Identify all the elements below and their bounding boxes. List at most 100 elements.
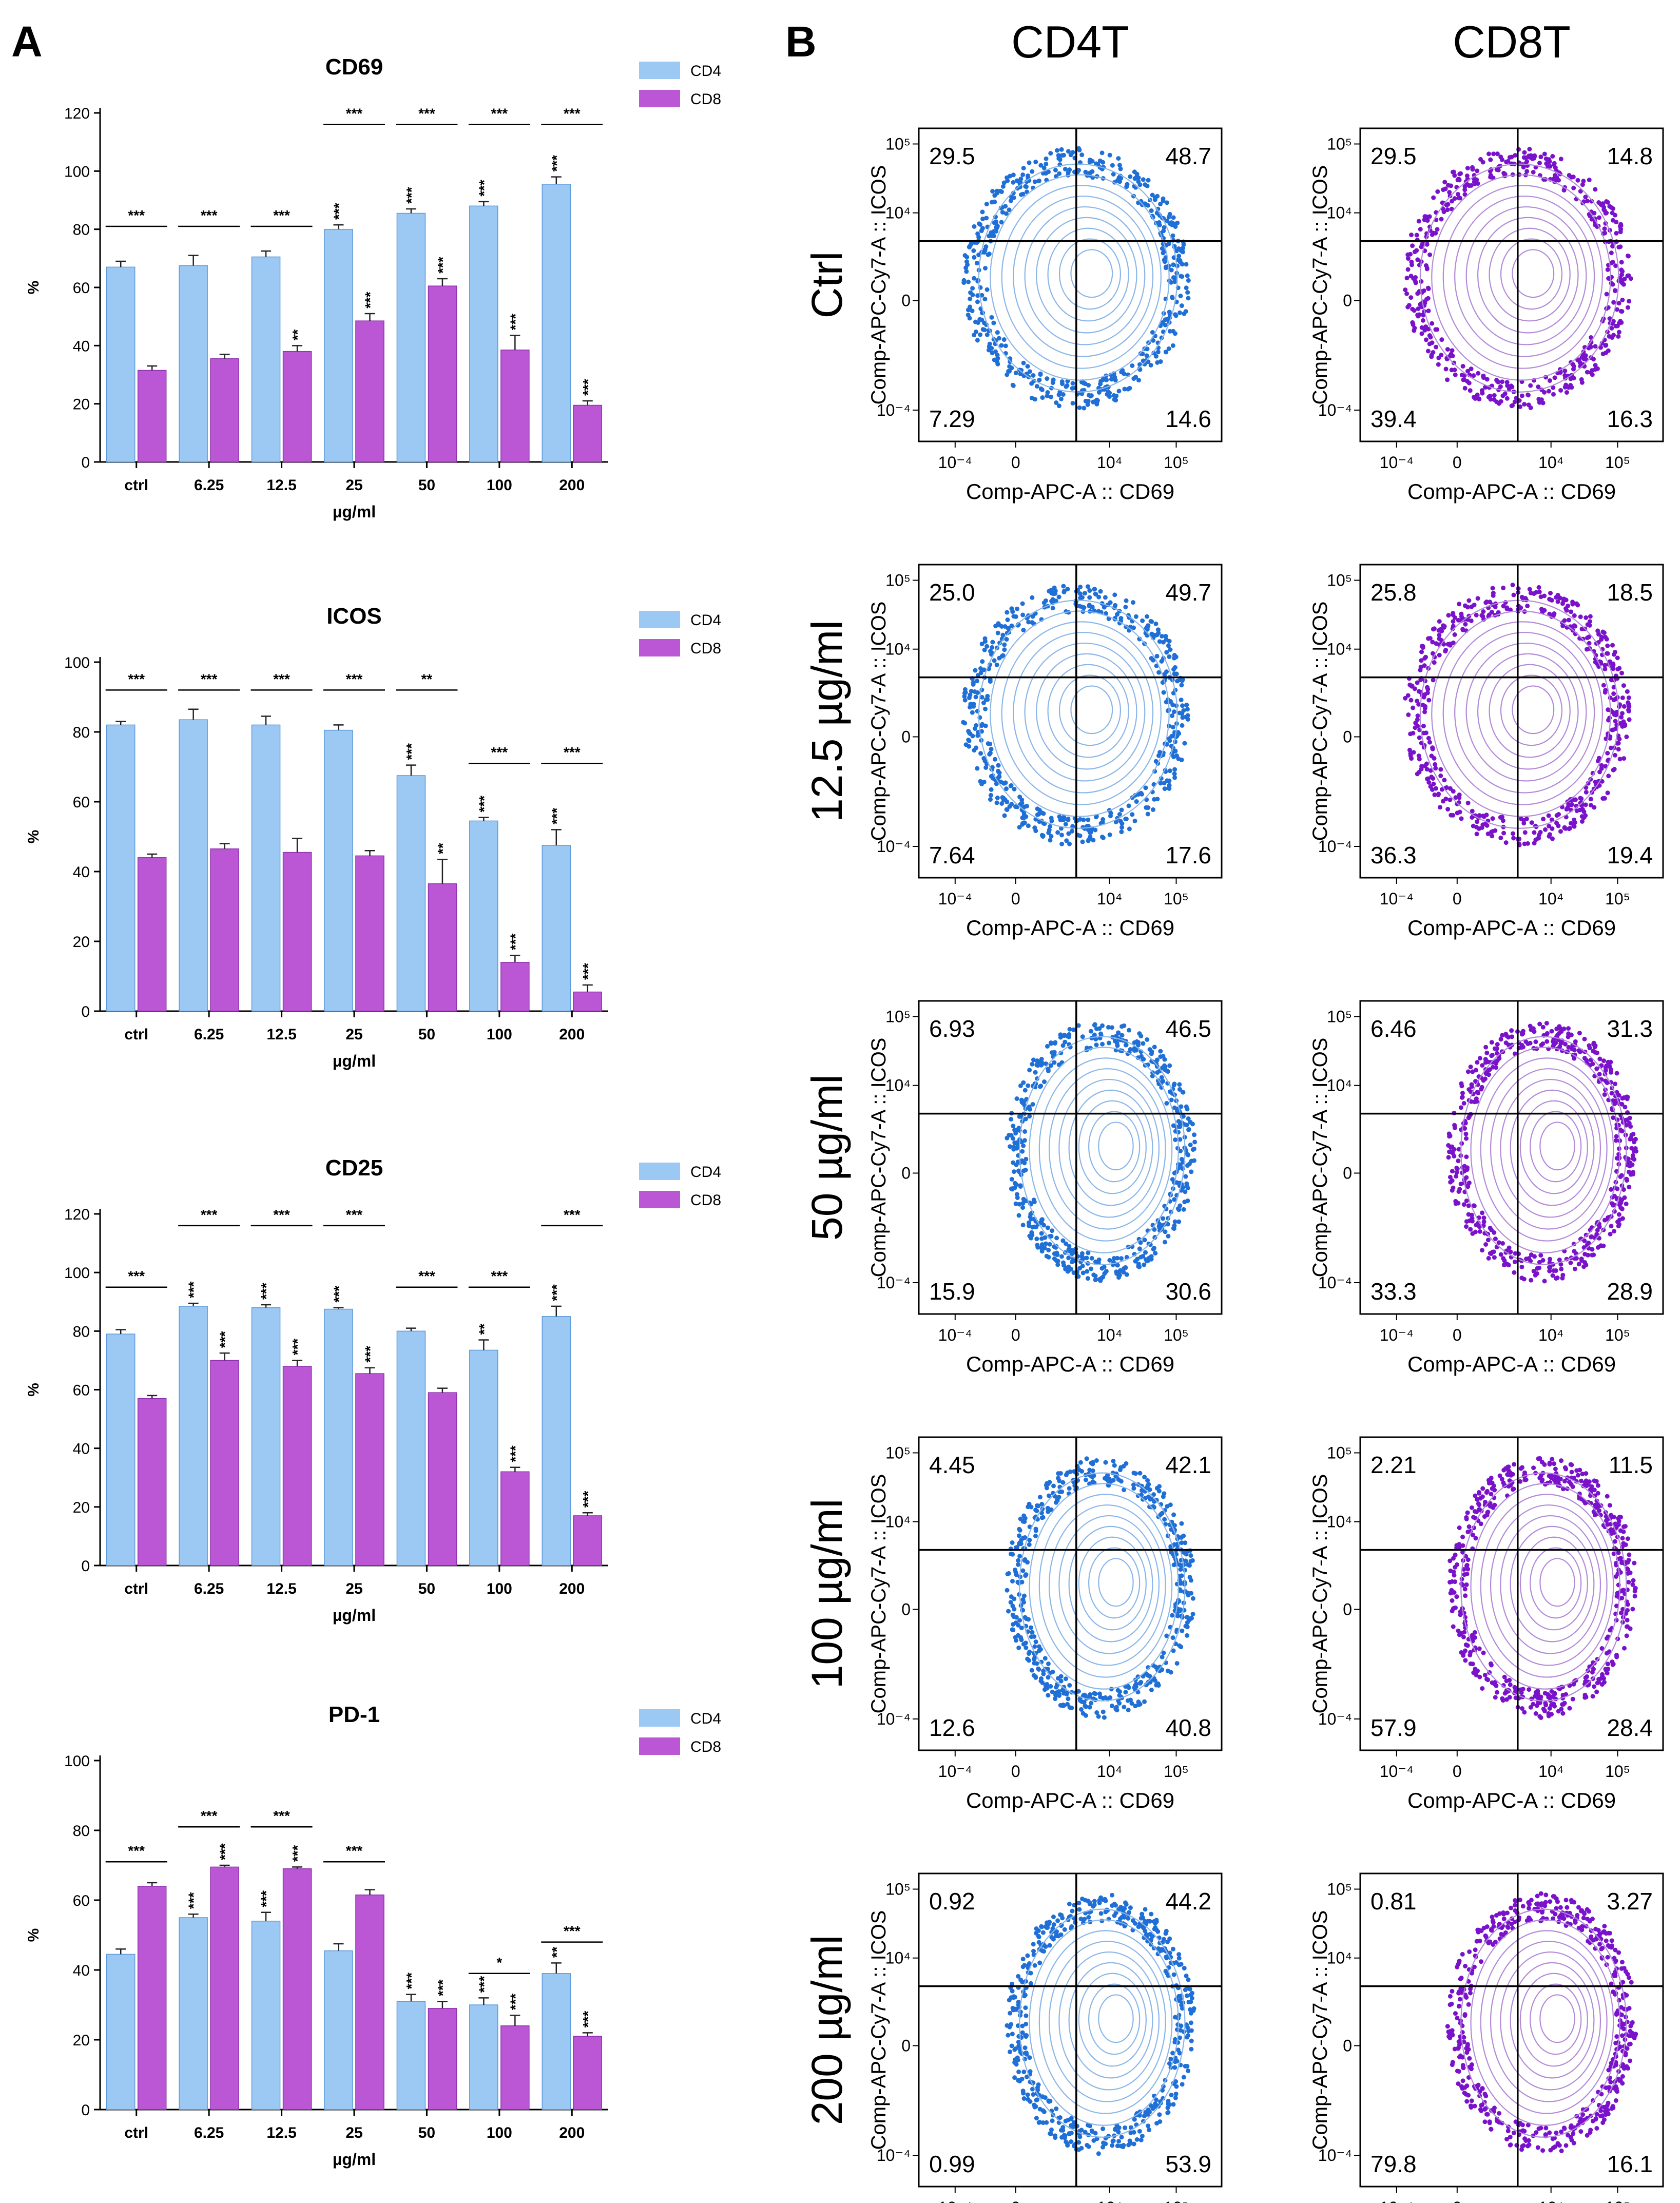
- event-dot: [1144, 353, 1149, 358]
- event-dot: [1613, 719, 1618, 724]
- event-dot: [1549, 1029, 1554, 1034]
- event-dot: [987, 341, 992, 346]
- event-dot: [1453, 372, 1458, 377]
- event-dot: [1055, 1252, 1060, 1258]
- event-dot: [979, 293, 984, 298]
- event-dot: [1177, 678, 1182, 683]
- event-dot: [1430, 651, 1435, 656]
- event-dot: [1532, 1029, 1537, 1034]
- event-dot: [1053, 1693, 1058, 1698]
- event-dot: [1569, 1470, 1574, 1475]
- bar-cd4-ctrl: [106, 724, 136, 1012]
- x-tick-label: 10⁵: [1605, 1326, 1630, 1344]
- event-dot: [1547, 378, 1552, 383]
- bar-cd8-200: [573, 2036, 603, 2110]
- event-dot: [1432, 660, 1437, 665]
- event-dot: [1477, 1507, 1482, 1512]
- event-dot: [1536, 1456, 1541, 1461]
- event-dot: [1179, 757, 1184, 762]
- event-dot: [1447, 1580, 1453, 1585]
- bracket-stars: ***: [201, 1808, 218, 1824]
- event-dot: [1605, 267, 1610, 272]
- event-dot: [1510, 1034, 1515, 1039]
- contour-line: [1477, 653, 1579, 770]
- event-dot: [1166, 346, 1171, 351]
- event-dot: [1009, 1176, 1014, 1182]
- event-dot: [1465, 1567, 1471, 1572]
- contour-line: [1454, 632, 1595, 794]
- significance-stars: ***: [258, 1283, 274, 1300]
- bar-cd8-12.5: [282, 852, 312, 1012]
- event-dot: [1156, 1224, 1162, 1229]
- event-dot: [1043, 1241, 1048, 1246]
- event-dot: [1543, 1703, 1549, 1708]
- event-dot: [1059, 147, 1064, 152]
- event-dot: [1100, 1041, 1105, 1047]
- event-dot: [1112, 1463, 1117, 1468]
- x-tick-label: 10⁻⁴: [1380, 1326, 1414, 1344]
- contour-line: [990, 610, 1170, 817]
- event-dot: [1550, 1273, 1555, 1278]
- event-dot: [1003, 343, 1008, 349]
- event-dot: [1611, 1515, 1616, 1520]
- event-dot: [1446, 1155, 1451, 1160]
- event-dot: [1547, 1706, 1552, 1711]
- event-dot: [1518, 1466, 1523, 1471]
- event-dot: [1113, 398, 1118, 403]
- event-dot: [1519, 393, 1524, 398]
- event-dot: [1625, 1536, 1630, 1541]
- event-dot: [1632, 1139, 1637, 1145]
- event-dot: [1100, 1274, 1106, 1280]
- event-dot: [1572, 613, 1577, 618]
- event-dot: [1559, 1707, 1564, 1712]
- event-dot: [1608, 1059, 1613, 1065]
- event-dot: [1410, 306, 1415, 312]
- event-dot: [1590, 368, 1595, 373]
- event-dot: [995, 630, 1000, 635]
- event-dot: [1136, 175, 1141, 180]
- event-dot: [1435, 227, 1440, 232]
- event-dot: [1042, 1245, 1047, 1250]
- event-dot: [1146, 805, 1151, 810]
- event-dot: [1061, 1263, 1067, 1268]
- event-dot: [982, 636, 988, 641]
- event-dot: [1508, 1249, 1513, 1254]
- event-dot: [1155, 350, 1161, 355]
- event-dot: [1046, 1509, 1051, 1514]
- event-dot: [1535, 1694, 1540, 1699]
- event-dot: [1461, 1651, 1466, 1656]
- event-dot: [1059, 153, 1065, 158]
- contour-line: [1489, 664, 1571, 758]
- event-dot: [1169, 222, 1174, 227]
- y-tick-label: 0: [81, 454, 90, 471]
- event-dot: [1410, 243, 1415, 248]
- event-dot: [989, 787, 994, 792]
- event-dot: [1480, 1210, 1485, 1215]
- contour-line: [1530, 1111, 1582, 1183]
- contour-lines: [978, 600, 1178, 829]
- event-dot: [1099, 1266, 1105, 1271]
- event-dot: [1561, 1026, 1567, 1031]
- contour-line: [1047, 664, 1129, 758]
- contour-lines: [1419, 163, 1619, 393]
- event-dot: [1533, 1039, 1538, 1045]
- event-dot: [1572, 817, 1577, 822]
- event-dot: [1551, 1461, 1556, 1466]
- event-dot: [1597, 1224, 1602, 1229]
- event-dot: [1176, 731, 1182, 736]
- event-dot: [1109, 1025, 1114, 1030]
- bracket-stars: ***: [128, 1268, 145, 1284]
- event-dot: [1616, 747, 1621, 752]
- event-dot: [1083, 1704, 1088, 1709]
- event-dot: [1148, 362, 1153, 368]
- event-dot: [1585, 370, 1590, 375]
- bar-cd4-ctrl: [106, 266, 136, 462]
- event-dot: [1595, 1483, 1600, 1488]
- event-dot: [1096, 1257, 1102, 1262]
- event-dot: [996, 763, 1001, 768]
- event-dot: [1013, 1635, 1018, 1640]
- y-tick-label: 10⁵: [1327, 1444, 1352, 1462]
- event-dot: [1532, 1254, 1537, 1259]
- event-dot: [1451, 789, 1456, 794]
